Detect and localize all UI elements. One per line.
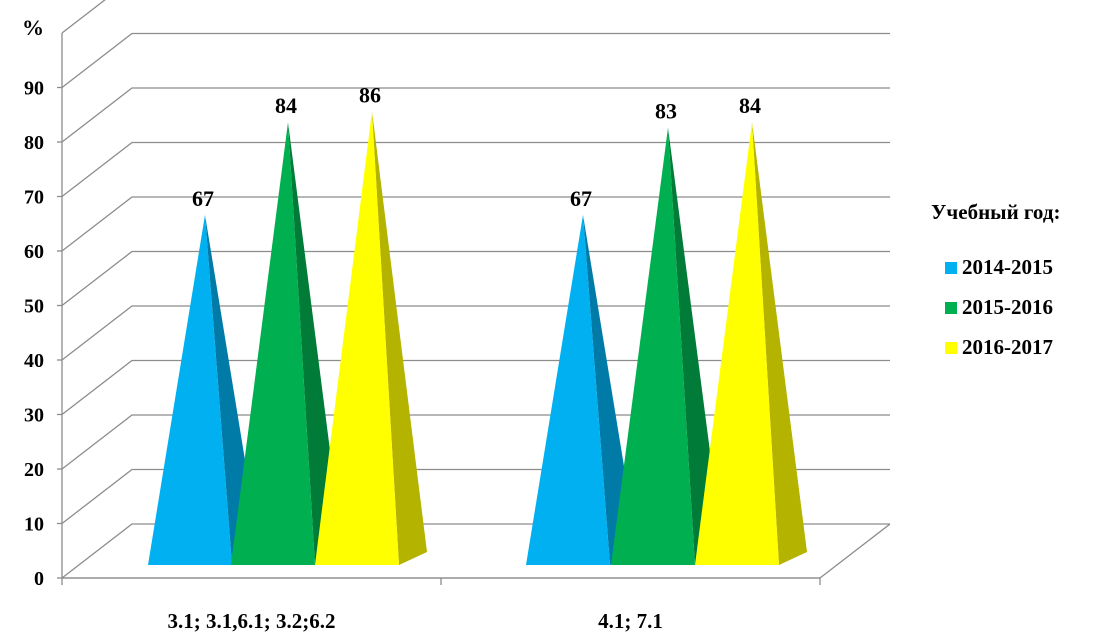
y-tick-label: 80	[24, 132, 44, 154]
bar-front-face	[231, 122, 315, 565]
gridline	[61, 87, 890, 143]
y-tick-label: 30	[24, 405, 44, 427]
y-tick-label: 40	[24, 350, 44, 372]
gridline	[61, 32, 890, 89]
y-tick-label: 90	[24, 78, 44, 100]
bar-side-face	[752, 122, 807, 565]
legend-item-2014-2015: 2014-2015	[945, 255, 1105, 280]
x-tick-label: 3.1; 3.1,6.1; 3.2;6.2	[168, 609, 336, 633]
bar-front-face	[611, 127, 695, 566]
y-tick-label: 60	[24, 241, 44, 263]
data-label: 67	[192, 186, 214, 211]
y-tick-label: 0	[34, 568, 44, 590]
axis-layer: 0 10 20 30 40 50 60 70 80 90 3.1; 3.1,6.1; 3.2;6.2…	[24, 33, 821, 633]
y-tick-label: 50	[24, 296, 44, 318]
gridline	[61, 196, 890, 252]
data-label: 67	[570, 186, 592, 211]
bar-front-face	[695, 122, 779, 565]
y-tick-label: 10	[24, 514, 44, 536]
legend-item-2016-2017: 2016-2017	[945, 335, 1105, 360]
legend: Учебный год: 2014-2015 2015-2016 2016-20…	[931, 200, 1105, 375]
gridline	[61, 305, 890, 361]
data-label: 86	[359, 82, 381, 107]
bar-side-face	[372, 111, 427, 566]
legend-swatch	[945, 261, 957, 274]
legend-label: 2016-2017	[962, 335, 1053, 359]
legend-item-2015-2016: 2015-2016	[945, 295, 1105, 320]
data-label: 84	[739, 93, 761, 118]
gridline	[61, 141, 890, 198]
data-label: 83	[655, 99, 677, 124]
bar-layer	[148, 111, 807, 566]
gridline	[61, 0, 106, 34]
legend-label: 2014-2015	[962, 255, 1053, 279]
legend-swatch	[945, 341, 957, 354]
gridline	[61, 359, 890, 416]
bar-front-face	[526, 214, 610, 565]
data-label: 84	[275, 93, 297, 118]
bar	[315, 111, 427, 566]
legend-swatch	[945, 301, 957, 314]
bar-front-face	[148, 214, 232, 565]
gridline	[61, 250, 890, 307]
y-tick-label: 70	[24, 187, 44, 209]
legend-title: Учебный год:	[931, 200, 1061, 224]
y-axis-unit: %	[22, 15, 44, 40]
y-tick-label: 20	[24, 459, 44, 481]
grid-layer	[61, 0, 891, 579]
label-layer: 67 67 84 83 86 84	[192, 82, 761, 211]
legend-label: 2015-2016	[962, 295, 1053, 319]
bar	[695, 122, 807, 565]
bar-front-face	[315, 111, 399, 566]
x-tick-label: 4.1; 7.1	[598, 609, 663, 633]
